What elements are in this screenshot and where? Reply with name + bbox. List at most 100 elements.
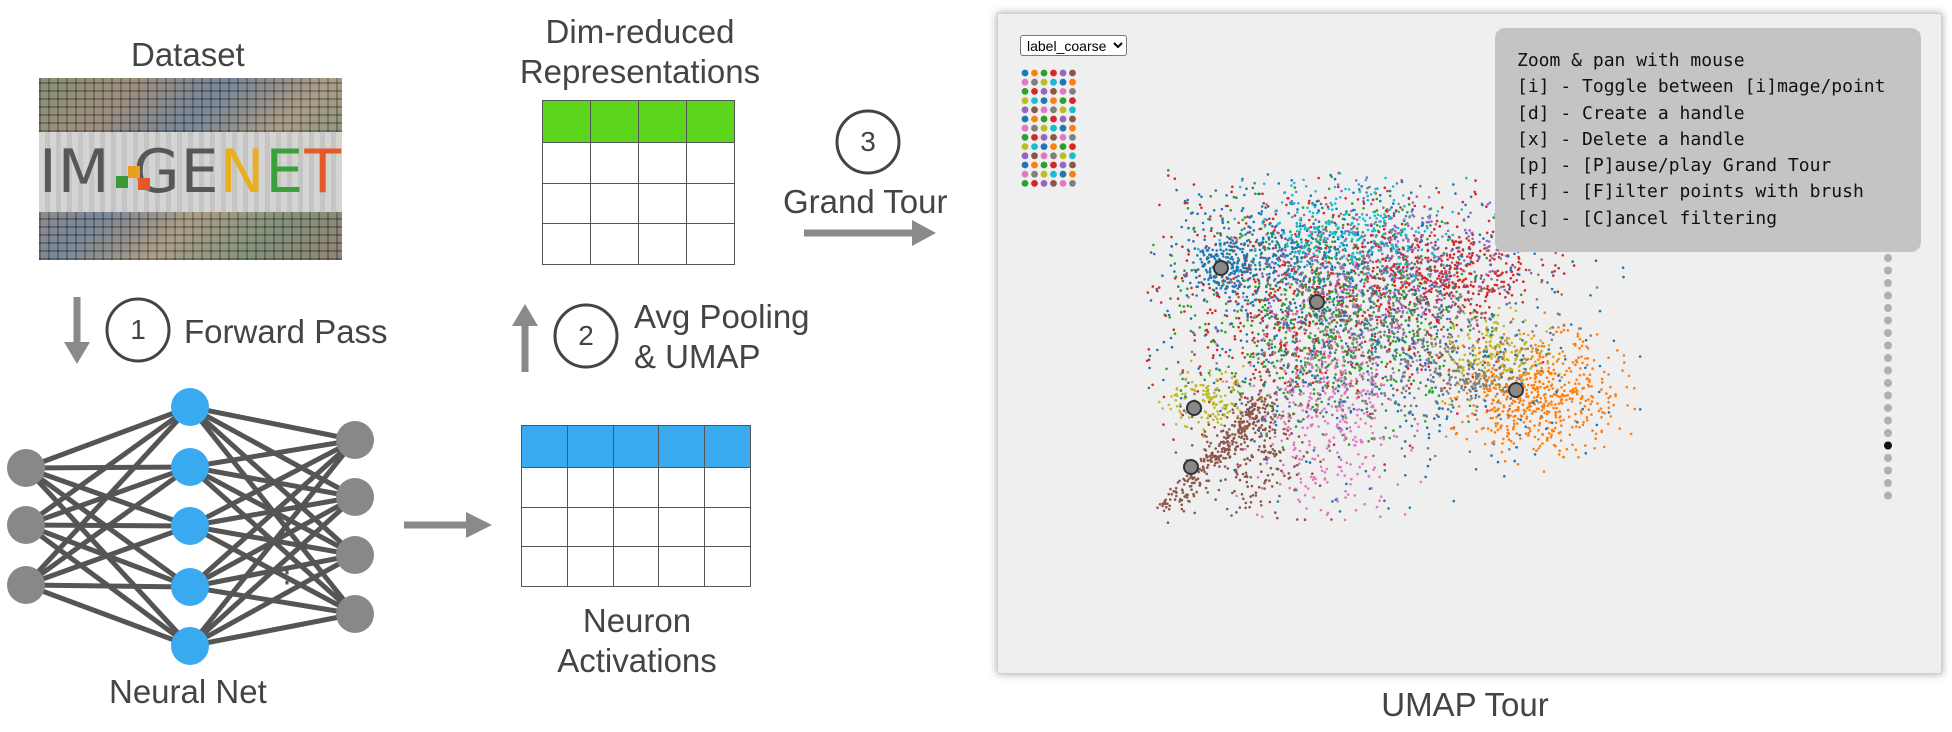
umap-point (1235, 494, 1238, 498)
umap-point (1484, 345, 1488, 349)
umap-point (1288, 308, 1291, 311)
umap-point (1162, 235, 1165, 239)
umap-point (1357, 183, 1361, 186)
logo-dots-icon (114, 152, 151, 192)
umap-point (1258, 300, 1262, 304)
umap-point (1269, 404, 1272, 408)
umap-point (1409, 347, 1412, 351)
umap-point (1496, 313, 1500, 317)
umap-point (1558, 352, 1561, 356)
umap-point (1499, 273, 1503, 276)
umap-point (1375, 217, 1378, 220)
input-node (7, 506, 45, 544)
umap-point (1359, 391, 1363, 394)
output-node (336, 478, 374, 516)
umap-point (1346, 223, 1350, 226)
umap-point (1525, 417, 1528, 420)
umap-point (1361, 259, 1364, 262)
umap-point (1350, 332, 1353, 335)
umap-point (1196, 233, 1199, 237)
umap-point (1276, 263, 1280, 267)
umap-point (1602, 445, 1606, 449)
umap-point (1337, 308, 1340, 311)
umap-point (1447, 382, 1450, 385)
umap-point (1308, 324, 1311, 328)
umap-point (1369, 193, 1373, 196)
umap-point (1429, 224, 1432, 227)
umap-point (1367, 440, 1370, 443)
umap-point (1550, 400, 1553, 404)
umap-point (1269, 305, 1272, 309)
umap-point (1549, 435, 1553, 439)
umap-point (1501, 364, 1504, 368)
umap-point (1459, 295, 1463, 298)
umap-point (1271, 225, 1274, 228)
umap-point (1213, 391, 1216, 395)
umap-point (1517, 365, 1521, 368)
umap-point (1313, 334, 1317, 337)
umap-point (1259, 462, 1262, 466)
umap-point (1391, 269, 1395, 273)
umap-point (1547, 366, 1551, 370)
umap-point (1591, 367, 1594, 371)
umap-point (1566, 408, 1570, 412)
umap-point (1258, 411, 1261, 414)
umap-point (1185, 274, 1188, 278)
umap-point (1322, 377, 1325, 380)
umap-point (1322, 380, 1326, 384)
hidden-node (171, 627, 209, 665)
umap-point (1612, 403, 1615, 407)
umap-point (1519, 349, 1522, 352)
umap-point (1363, 219, 1367, 223)
umap-scatter[interactable] (1007, 20, 1932, 665)
umap-point (1345, 291, 1348, 295)
umap-point (1235, 292, 1238, 296)
umap-point (1546, 436, 1549, 440)
umap-point (1321, 371, 1324, 375)
umap-point (1403, 513, 1407, 516)
umap-point (1223, 424, 1226, 428)
umap-point (1554, 416, 1558, 419)
umap-point (1502, 285, 1505, 288)
umap-point (1485, 239, 1489, 243)
umap-point (1254, 192, 1257, 196)
umap-point (1270, 260, 1274, 264)
umap-point (1478, 346, 1481, 350)
umap-point (1321, 264, 1325, 267)
umap-point (1273, 345, 1277, 349)
umap-point (1478, 379, 1481, 383)
umap-point (1453, 263, 1457, 267)
umap-point (1447, 353, 1451, 356)
umap-point (1230, 402, 1233, 405)
umap-point (1349, 282, 1352, 285)
umap-point (1186, 287, 1189, 291)
umap-point (1433, 227, 1436, 231)
nn-edge (25, 404, 191, 471)
umap-point (1161, 407, 1164, 410)
umap-point (1586, 418, 1589, 422)
umap-point (1465, 437, 1469, 441)
umap-point (1560, 386, 1563, 389)
umap-point (1397, 256, 1401, 260)
umap-point (1183, 201, 1187, 205)
umap-point (1440, 270, 1443, 273)
umap-point (1321, 225, 1324, 228)
umap-point (1567, 415, 1571, 419)
umap-point (1488, 259, 1492, 262)
umap-point (1382, 287, 1385, 291)
umap-point (1296, 278, 1299, 282)
umap-point (1384, 242, 1388, 245)
umap-point (1268, 338, 1272, 342)
umap-point (1618, 427, 1621, 430)
umap-point (1257, 448, 1260, 452)
umap-point (1570, 389, 1574, 392)
umap-point (1366, 198, 1370, 202)
umap-point (1363, 327, 1367, 330)
umap-point (1562, 455, 1565, 459)
umap-point (1349, 384, 1352, 388)
umap-point (1474, 396, 1477, 400)
umap-point (1469, 242, 1473, 245)
umap-point (1378, 289, 1381, 292)
umap-point (1297, 385, 1300, 388)
